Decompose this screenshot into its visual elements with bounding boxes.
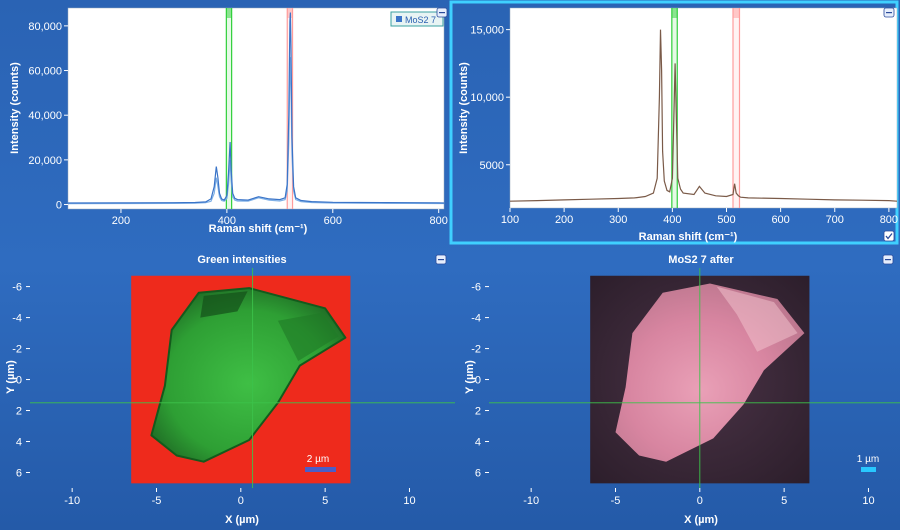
y-tick-label: 40,000 xyxy=(28,110,62,122)
y-tick-label: 10,000 xyxy=(470,92,504,104)
y-axis-label: Intensity (counts) xyxy=(9,62,21,154)
spectrum-line xyxy=(510,29,897,202)
y-tick-label: 0 xyxy=(56,200,62,212)
y-tick-label: 6 xyxy=(475,468,481,480)
checkbox-icon[interactable] xyxy=(883,230,895,242)
x-tick-label: 5 xyxy=(781,495,787,507)
x-tick-label: 700 xyxy=(826,214,844,226)
y-axis-label: Intensity (counts) xyxy=(458,62,470,154)
x-tick-label: -10 xyxy=(64,495,80,507)
y-tick-label: 80,000 xyxy=(28,21,62,33)
x-tick-label: 0 xyxy=(697,495,703,507)
x-tick-label: 10 xyxy=(862,495,874,507)
x-tick-label: 200 xyxy=(112,215,130,227)
y-tick-label: 6 xyxy=(16,468,22,480)
flake-dark-region xyxy=(277,312,339,361)
flake-highlight xyxy=(716,286,798,352)
y-tick-label: 5000 xyxy=(480,160,504,172)
x-tick-label: 10 xyxy=(403,495,415,507)
y-tick-label: 0 xyxy=(16,375,22,387)
y-tick-label: 2 xyxy=(475,406,481,418)
x-axis-label: Raman shift (cm⁻¹) xyxy=(209,223,308,235)
scale-bar-line xyxy=(305,467,336,472)
y-tick-label: -4 xyxy=(12,313,22,325)
band-handle xyxy=(671,8,678,18)
y-tick-label: -6 xyxy=(12,282,22,294)
x-tick-label: 400 xyxy=(663,214,681,226)
band-region xyxy=(226,8,232,209)
scale-bar-label: 1 µm xyxy=(857,454,879,465)
x-tick-label: 200 xyxy=(555,214,573,226)
legend[interactable]: MoS2 7 xyxy=(390,11,444,27)
x-tick-label: 600 xyxy=(771,214,789,226)
x-tick-label: 100 xyxy=(501,214,519,226)
legend-swatch xyxy=(396,16,402,22)
y-tick-label: -2 xyxy=(12,344,22,356)
y-tick-label: 60,000 xyxy=(28,66,62,78)
flake-dark-region xyxy=(200,291,248,318)
scale-bar: 2 µm xyxy=(305,454,336,472)
x-tick-label: 800 xyxy=(430,215,448,227)
x-axis-label: X (µm) xyxy=(684,514,718,526)
x-tick-label: 600 xyxy=(324,215,342,227)
x-tick-label: 0 xyxy=(238,495,244,507)
y-tick-label: -2 xyxy=(471,344,481,356)
x-tick-label: 500 xyxy=(717,214,735,226)
plot-area xyxy=(67,7,445,210)
y-tick-label: 4 xyxy=(16,437,22,449)
chart-title: MoS2 7 after xyxy=(668,254,734,266)
spectrum-panel-left: 200 400 600 800 0 20,000 40,000 60,000 80,000 R… xyxy=(9,7,448,235)
y-tick-label: 15,000 xyxy=(470,25,504,37)
band-handle xyxy=(226,8,232,18)
x-axis-label: Raman shift (cm⁻¹) xyxy=(639,231,738,243)
y-tick-label: 0 xyxy=(475,375,481,387)
y-axis-label: Y (µm) xyxy=(464,360,476,394)
scale-bar-label: 2 µm xyxy=(307,454,329,465)
x-tick-label: 800 xyxy=(880,214,898,226)
plot-area xyxy=(509,7,898,209)
y-tick-label: 2 xyxy=(16,406,22,418)
x-axis-label: X (µm) xyxy=(225,514,259,526)
y-axis-label: Y (µm) xyxy=(5,360,17,394)
spectrum-line xyxy=(68,12,444,204)
scale-bar: 1 µm xyxy=(857,454,879,472)
spectrum-line xyxy=(68,57,444,205)
x-tick-label: 5 xyxy=(322,495,328,507)
map-panel-left: Green intensities -10 -5 0 5 10 -6 -4 -2 0 2 4 6 X … xyxy=(5,254,455,526)
spectrum-panel-right[interactable]: 100 200 300 400 500 600 700 800 5000 10,000 15,00… xyxy=(449,0,899,245)
y-tick-label: 4 xyxy=(475,437,481,449)
scale-bar-line xyxy=(861,467,876,472)
x-tick-label: -10 xyxy=(523,495,539,507)
band-handle xyxy=(732,8,740,18)
y-tick-label: -6 xyxy=(471,282,481,294)
band-region xyxy=(732,8,740,208)
x-tick-label: -5 xyxy=(152,495,162,507)
legend-label: MoS2 7 xyxy=(405,15,436,25)
y-tick-label: -4 xyxy=(471,313,481,325)
y-tick-label: 20,000 xyxy=(28,155,62,167)
x-tick-label: 300 xyxy=(609,214,627,226)
x-tick-label: -5 xyxy=(611,495,621,507)
x-tick-label: 400 xyxy=(218,215,236,227)
chart-title: Green intensities xyxy=(197,254,286,266)
